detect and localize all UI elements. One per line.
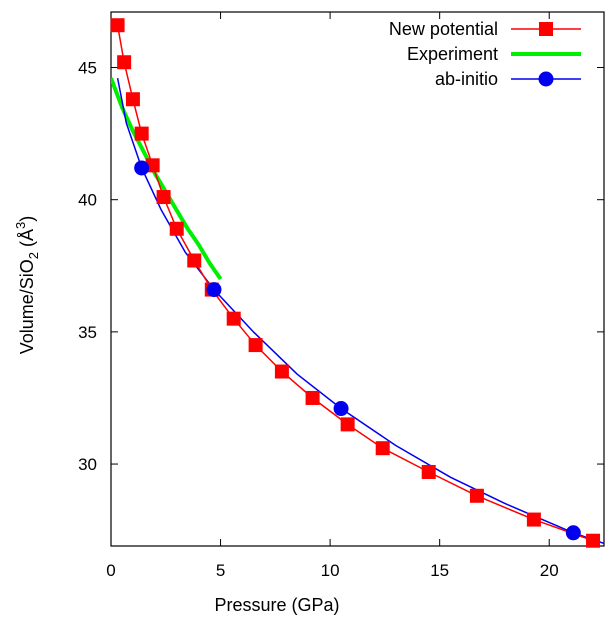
ab-initio-point [206,282,222,298]
new-potential-point [169,221,184,236]
legend-square-marker [539,22,553,36]
x-tick-label: 20 [540,561,559,580]
x-tick-label: 5 [216,561,225,580]
new-potential-point [145,158,160,173]
experiment-series-line [111,77,223,281]
new-potential-point [117,55,132,70]
new-potential-point [469,488,484,503]
new-potential-point [340,417,355,432]
tick-label-layer: 0 5 10 15 20 30 35 40 45 [78,59,559,580]
y-tick-label: 35 [78,323,97,342]
ab-initio-point [333,401,349,417]
ab-initio-series-line [116,77,604,545]
x-axis-title: Pressure (GPa) [214,595,339,615]
x-tick-label: 0 [106,561,115,580]
new-potential-point [226,311,241,326]
series-layer [110,18,604,548]
new-potential-point [375,441,390,456]
y-axis-title-subscript: 2 [26,252,41,259]
y-tick-label: 30 [78,455,97,474]
new-potential-point [110,18,125,33]
new-potential-point [187,253,202,268]
y-tick-label: 45 [78,59,97,78]
x-tick-label: 15 [430,561,449,580]
new-potential-point [421,464,436,479]
axis-frame-layer [110,11,605,547]
ab-initio-point [134,160,150,176]
new-potential-series-line [116,25,594,542]
y-axis-title: Volume/SiO2 (Å3) [13,216,41,355]
y-tick-label: 40 [78,191,97,210]
new-potential-point [526,512,541,527]
legend-label: ab-initio [435,69,498,89]
ab-initio-point [565,525,581,541]
new-potential-point [586,533,601,548]
new-potential-point [248,338,263,353]
new-potential-point [125,92,140,107]
legend-circle-marker [538,71,554,87]
new-potential-point [134,126,149,141]
new-potential-point [274,364,289,379]
x-tick-label: 10 [321,561,340,580]
y-axis-title-unit-close: ) [17,216,37,222]
new-potential-point [305,390,320,405]
legend-label: New potential [389,19,498,39]
plot-frame [110,11,605,547]
legend: New potential Experiment ab-initio [389,19,581,89]
y-axis-title-prefix: Volume/SiO [17,259,37,354]
new-potential-point [156,190,171,205]
y-axis-title-superscript: 3 [13,222,28,229]
y-axis-title-unit-open: (Å [17,229,37,252]
legend-label: Experiment [407,44,498,64]
